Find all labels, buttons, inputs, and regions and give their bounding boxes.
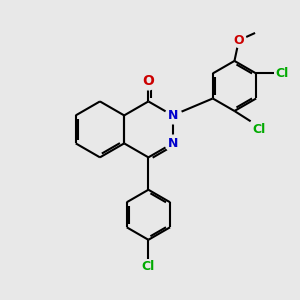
Text: N: N: [167, 109, 178, 122]
Text: Cl: Cl: [252, 123, 266, 136]
Text: O: O: [234, 34, 244, 47]
Text: O: O: [142, 74, 154, 88]
Text: Cl: Cl: [275, 67, 289, 80]
Text: N: N: [167, 137, 178, 150]
Text: Cl: Cl: [142, 260, 155, 273]
